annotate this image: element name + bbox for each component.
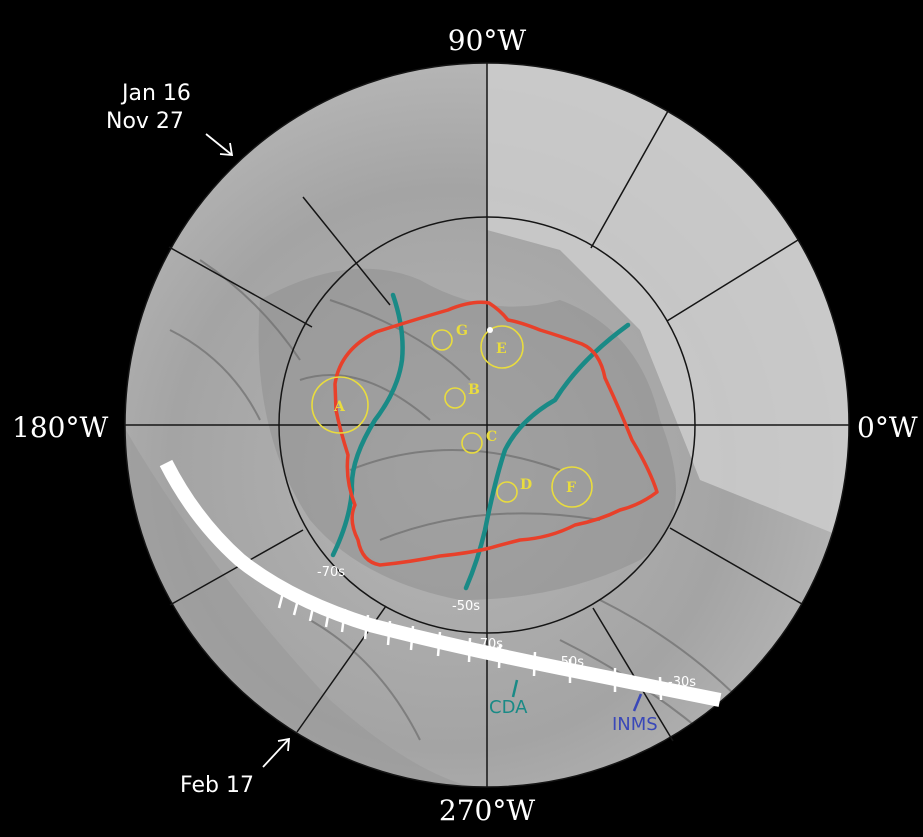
trajectory-time-30: -30s <box>668 675 696 690</box>
source-circle-e <box>480 325 524 369</box>
south-pole-marker <box>487 327 493 333</box>
trajectory-ticks <box>277 584 663 701</box>
source-circle-f <box>551 466 593 508</box>
annotation-jan16: Jan 16 <box>120 81 191 106</box>
cda-label: CDA <box>489 697 528 718</box>
annotation-nov27: Nov 27 <box>106 109 184 134</box>
source-label-f: F <box>566 480 576 496</box>
source-label-c: C <box>486 429 497 445</box>
annotation-feb17: Feb 17 <box>180 773 254 798</box>
arrow-top-left-icon <box>205 133 234 156</box>
trajectory-time-50: -50s <box>556 655 584 670</box>
arrow-bottom-left-icon <box>262 737 290 768</box>
inms-label: INMS <box>612 714 658 735</box>
teal-track-left <box>330 292 405 558</box>
south-polar-terrain-boundary <box>333 300 659 567</box>
trajectory-time-70: -70s <box>475 637 503 652</box>
longitude-label-bottom: 270°W <box>439 794 535 827</box>
source-circle-a <box>311 376 369 434</box>
source-label-a: A <box>333 399 346 415</box>
cda-pointer <box>511 679 519 698</box>
source-label-b: B <box>468 382 480 398</box>
source-label-e: E <box>496 341 507 357</box>
longitude-label-left: 180°W <box>12 411 108 444</box>
teal-track-time-left: -70s <box>317 565 345 580</box>
cda-ground-tracks <box>330 292 631 591</box>
teal-track-right <box>463 322 631 591</box>
plume-sources <box>311 325 593 508</box>
source-label-g: G <box>456 323 468 339</box>
source-circle-d <box>496 481 518 503</box>
teal-track-time-right: -50s <box>452 599 480 614</box>
longitude-label-top: 90°W <box>448 24 527 57</box>
longitude-label-right: 0°W <box>857 411 918 444</box>
graticule <box>124 62 850 788</box>
inms-pointer <box>632 693 643 712</box>
spacecraft-trajectory <box>159 459 722 707</box>
source-circle-c <box>461 432 483 454</box>
source-labels: A B C D E F G <box>333 323 576 496</box>
source-circle-g <box>431 329 453 351</box>
outer-meridian-ticks <box>168 110 803 742</box>
source-circle-b <box>444 387 466 409</box>
source-label-d: D <box>520 477 532 493</box>
